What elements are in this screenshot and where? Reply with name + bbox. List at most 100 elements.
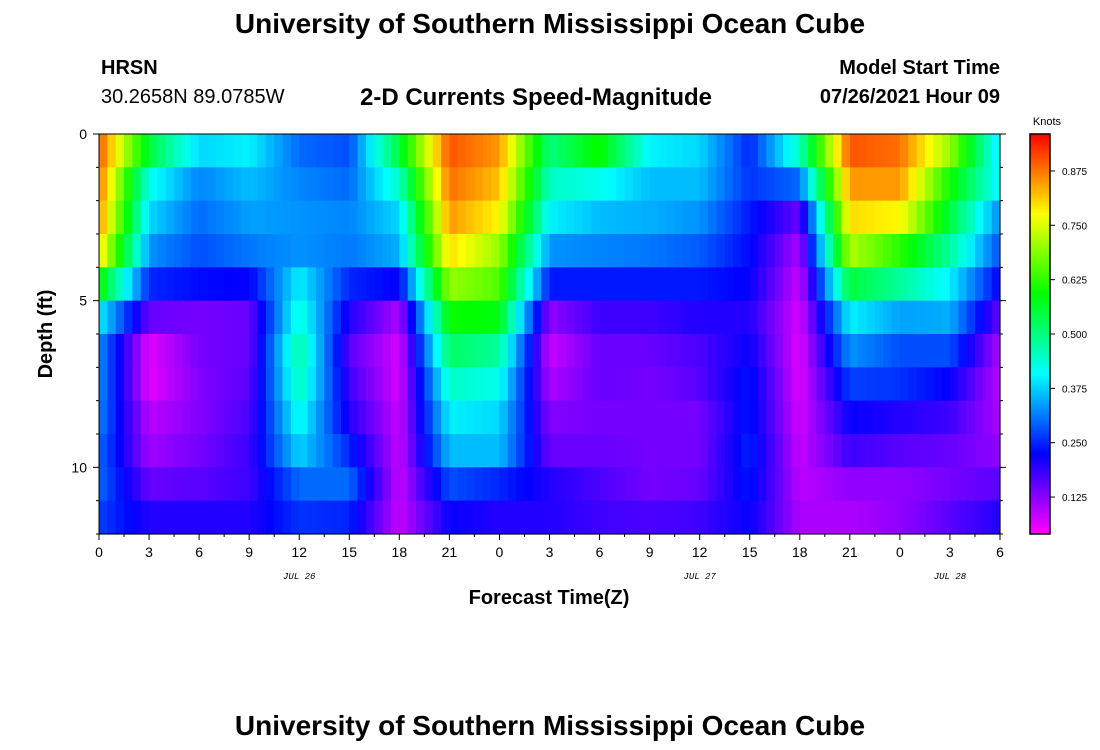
heatmap-cell <box>733 267 742 302</box>
heatmap-cell <box>582 234 592 268</box>
heatmap-cell <box>549 167 559 202</box>
heatmap-cell <box>399 300 409 335</box>
heatmap-cell <box>249 367 259 402</box>
heatmap-cell <box>599 434 609 468</box>
heatmap-cell <box>758 300 767 335</box>
heatmap-cell <box>157 134 167 168</box>
heatmap-cell <box>974 400 984 435</box>
heatmap-cell <box>791 367 801 402</box>
heatmap-cell <box>549 467 559 502</box>
heatmap-cell <box>691 300 701 335</box>
heatmap-cell <box>407 400 417 435</box>
heatmap-cell <box>582 134 592 168</box>
heatmap-cell <box>324 467 334 502</box>
heatmap-cell <box>215 400 225 435</box>
heatmap-cell <box>591 200 601 235</box>
heatmap-cell <box>883 400 893 435</box>
heatmap-cell <box>691 434 701 468</box>
heatmap-cell <box>499 367 509 402</box>
colorbar-tick-label: 0.500 <box>1062 330 1087 341</box>
heatmap-cell <box>390 400 400 435</box>
heatmap-cell <box>716 334 726 368</box>
heatmap-cell <box>924 267 934 302</box>
x-tick-label: 6 <box>996 544 1004 560</box>
heatmap-cell <box>891 134 901 168</box>
heatmap-cell <box>849 234 859 268</box>
heatmap-cell <box>749 300 759 335</box>
heatmap-cell <box>215 200 225 235</box>
heatmap-cell <box>899 400 909 435</box>
heatmap-cell <box>416 167 425 202</box>
heatmap-cell <box>599 134 609 168</box>
heatmap-cell <box>257 300 267 335</box>
heatmap-cell <box>766 267 776 302</box>
heatmap-cell <box>157 367 167 402</box>
heatmap-cell <box>849 200 859 235</box>
heatmap-cell <box>307 434 317 468</box>
heatmap-cell <box>257 334 267 368</box>
heatmap-cell <box>674 400 684 435</box>
heatmap-cell <box>441 434 450 468</box>
heatmap-cell <box>524 167 534 202</box>
heatmap-cell <box>833 300 843 335</box>
heatmap-cell <box>933 234 943 268</box>
heatmap-cell <box>774 400 784 435</box>
heatmap-cell <box>682 300 692 335</box>
heatmap-cell <box>332 334 342 368</box>
heatmap-cell <box>416 467 425 502</box>
heatmap-cell <box>966 400 976 435</box>
heatmap-cell <box>991 234 1001 268</box>
x-tick-label: 9 <box>646 544 654 560</box>
heatmap-cell <box>591 300 601 335</box>
heatmap-cell <box>899 234 909 268</box>
heatmap-cell <box>240 367 250 402</box>
heatmap-cell <box>783 300 793 335</box>
heatmap-cell <box>499 467 509 502</box>
heatmap-cell <box>424 200 434 235</box>
x-tick-label: 12 <box>692 544 708 560</box>
heatmap-cell <box>290 400 300 435</box>
heatmap-cell <box>966 434 976 468</box>
colorbar-ticks: 0.875 0.750 0.625 0.500 0.375 0.250 0.125 <box>1050 167 1087 504</box>
heatmap-cell <box>958 267 968 302</box>
heatmap-cell <box>507 234 517 268</box>
heatmap-cell <box>641 200 651 235</box>
heatmap-cell <box>599 300 609 335</box>
heatmap-cell <box>783 234 793 268</box>
heatmap-cell <box>983 167 993 202</box>
heatmap-cell <box>365 334 375 368</box>
heatmap-cell <box>641 267 651 302</box>
heatmap-cell <box>282 400 292 435</box>
heatmap-cell <box>841 267 851 302</box>
heatmap-cell <box>908 200 918 235</box>
heatmap-cell <box>257 500 267 535</box>
heatmap-cell <box>249 134 259 168</box>
heatmap-cell <box>199 334 209 368</box>
colorbar-tick-label: 0.125 <box>1062 493 1087 504</box>
heatmap-cell <box>532 267 542 302</box>
heatmap-cell <box>582 334 592 368</box>
heatmap-cell <box>190 200 200 235</box>
heatmap-cell <box>124 267 133 302</box>
heatmap-cell <box>774 467 784 502</box>
heatmap-cell <box>699 267 709 302</box>
heatmap-cell <box>374 167 384 202</box>
heatmap-cell <box>140 267 150 302</box>
heatmap-cell <box>874 234 884 268</box>
heatmap-cell <box>357 400 367 435</box>
heatmap-cell <box>641 367 651 402</box>
heatmap-cell <box>324 300 334 335</box>
heatmap-cell <box>416 334 425 368</box>
heatmap-cell <box>616 300 626 335</box>
heatmap-cell <box>499 300 509 335</box>
heatmap-cell <box>324 500 334 535</box>
heatmap-cell <box>299 400 309 435</box>
heatmap-cell <box>849 167 859 202</box>
heatmap-cell <box>691 467 701 502</box>
heatmap-cell <box>257 167 267 202</box>
heatmap-cell <box>507 467 517 502</box>
heatmap-cell <box>190 500 200 535</box>
heatmap-cell <box>641 500 651 535</box>
heatmap-cell <box>149 167 158 202</box>
heatmap-cell <box>532 434 542 468</box>
